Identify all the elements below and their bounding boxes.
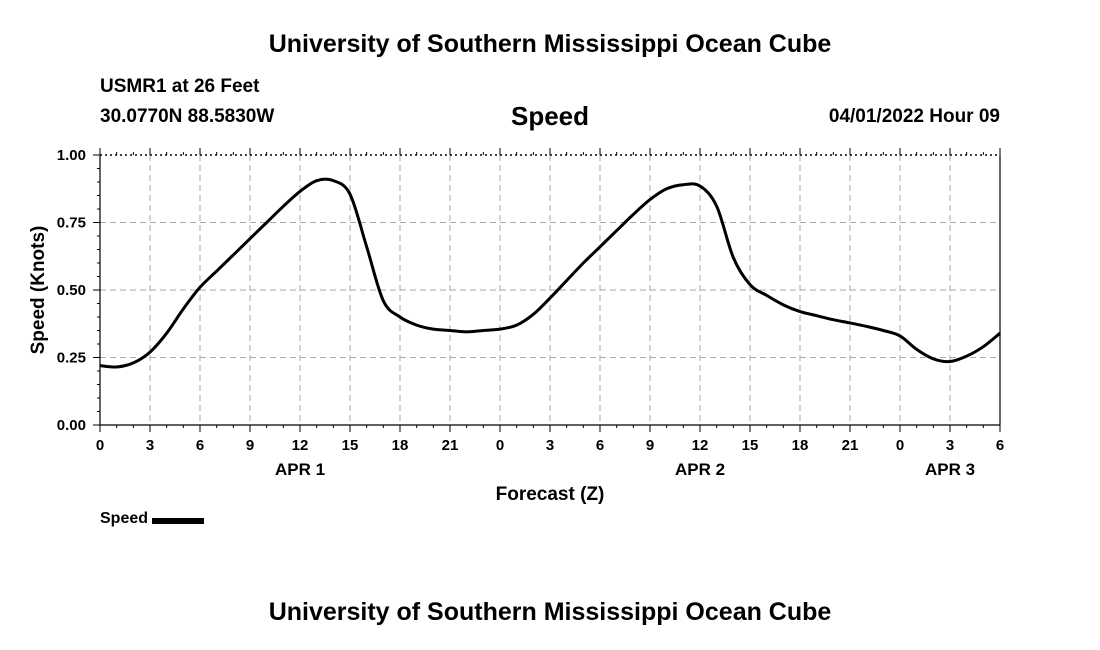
x-tick-label: 9 [246, 437, 254, 454]
legend: Speed [100, 510, 205, 528]
x-tick-label: 6 [196, 437, 204, 454]
x-tick-label: 0 [896, 437, 904, 454]
y-tick-label: 0.75 [57, 215, 86, 232]
x-tick-label: 0 [96, 437, 104, 454]
x-tick-label: 9 [646, 437, 654, 454]
day-label: APR 2 [675, 460, 725, 479]
legend-label: Speed [100, 510, 149, 527]
forecast-datetime: 04/01/2022 Hour 09 [828, 106, 1000, 127]
x-tick-label: 21 [842, 437, 859, 454]
x-tick-label: 3 [146, 437, 154, 454]
x-tick-label: 15 [742, 437, 759, 454]
x-tick-label: 3 [946, 437, 954, 454]
x-tick-label: 18 [792, 437, 809, 454]
x-tick-label: 15 [342, 437, 359, 454]
grid-lines [100, 155, 1000, 425]
x-tick-label: 6 [596, 437, 604, 454]
axis-labels: 0 3 6 9 12 15 18 21 0 3 6 9 12 15 18 21 0 3 6 0.00 0.25 0.50 0… [57, 147, 1004, 479]
footer-title: University of Southern Mississippi Ocean… [268, 598, 832, 626]
day-label: APR 3 [925, 460, 975, 479]
y-axis-label: Speed (Knots) [28, 226, 49, 355]
legend-swatch [152, 517, 205, 524]
y-tick-label: 0.00 [57, 417, 86, 434]
y-tick-label: 0.25 [57, 350, 86, 367]
x-tick-label: 12 [292, 437, 309, 454]
x-tick-label: 21 [442, 437, 459, 454]
x-tick-label: 0 [496, 437, 504, 454]
x-tick-label: 6 [996, 437, 1004, 454]
y-tick-label: 0.50 [57, 282, 86, 299]
station-label: USMR1 at 26 Feet [100, 76, 260, 97]
y-tick-label: 1.00 [57, 147, 86, 164]
x-axis-label: Forecast (Z) [496, 484, 605, 505]
x-tick-label: 18 [392, 437, 409, 454]
day-label: APR 1 [275, 460, 325, 479]
coordinates-label: 30.0770N 88.5830W [100, 106, 275, 127]
x-tick-label: 3 [546, 437, 554, 454]
chart-title: Speed [510, 101, 590, 131]
chart-axes [93, 148, 1001, 432]
series-layer [99, 177, 1001, 369]
series-line-speed [99, 177, 1001, 369]
x-tick-label: 12 [692, 437, 709, 454]
page-title: University of Southern Mississippi Ocean… [268, 30, 832, 58]
